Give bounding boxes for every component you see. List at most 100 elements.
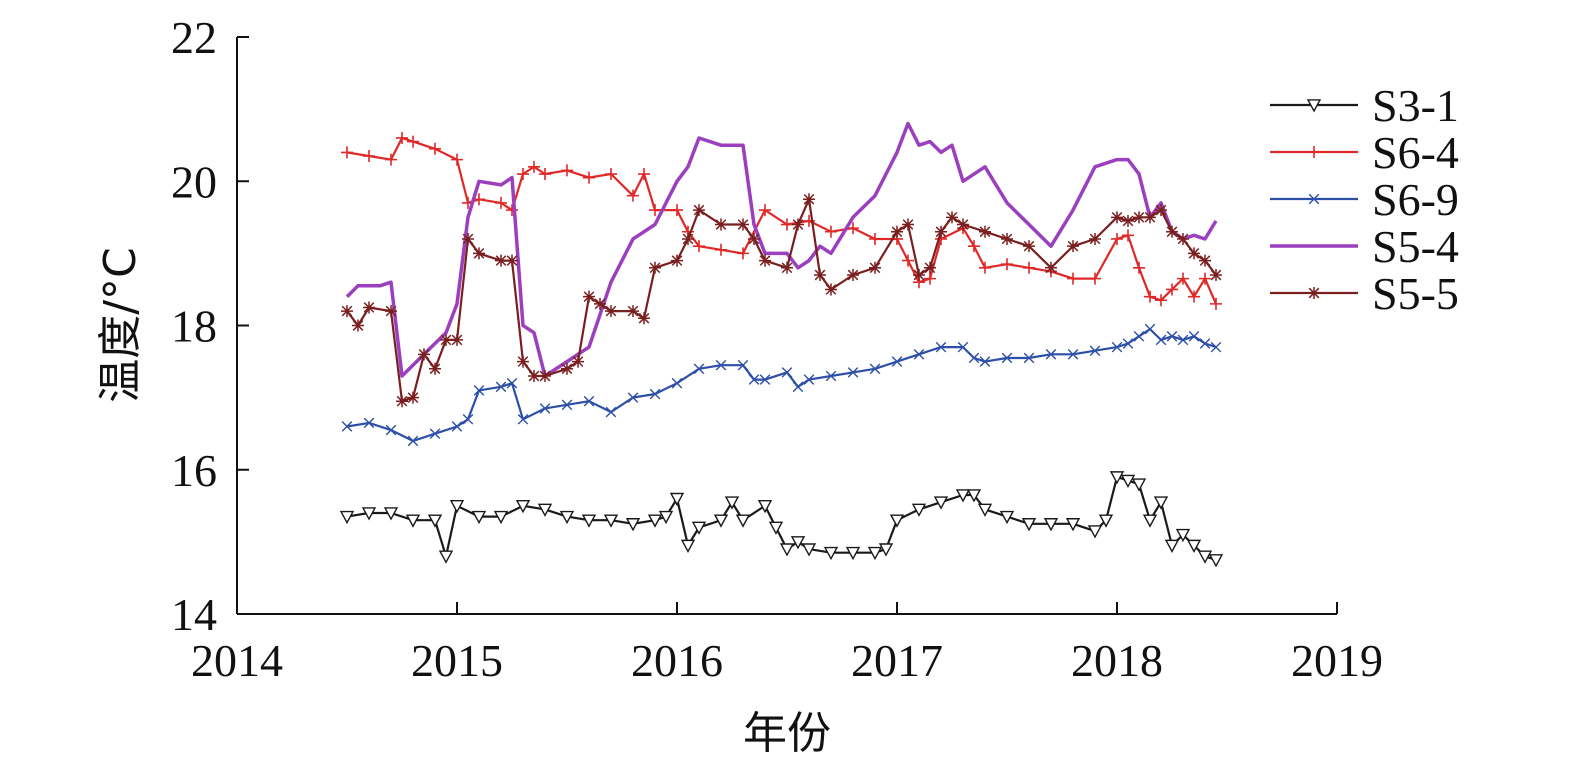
y-tick-label: 22 <box>171 12 217 63</box>
data-point <box>999 510 1015 525</box>
data-point <box>1210 269 1222 282</box>
data-point <box>737 359 749 371</box>
data-point <box>462 413 474 425</box>
data-point <box>1155 294 1167 307</box>
data-point <box>451 421 463 432</box>
data-point <box>781 367 793 378</box>
data-point <box>792 218 804 231</box>
data-point <box>803 193 815 206</box>
legend-item: S3-1 <box>1270 80 1459 131</box>
legend-item: S6-4 <box>1270 127 1459 178</box>
data-point <box>957 218 969 231</box>
data-point <box>603 514 619 528</box>
data-point <box>1199 254 1211 267</box>
data-point <box>902 218 914 231</box>
data-point <box>407 435 419 447</box>
data-point <box>407 391 419 404</box>
series-s5-5 <box>341 193 1222 408</box>
data-point <box>759 204 771 217</box>
legend-item: S5-4 <box>1270 221 1459 272</box>
data-point <box>517 413 529 425</box>
data-point <box>396 395 408 408</box>
data-point <box>427 514 443 528</box>
data-point <box>462 232 474 245</box>
series-line <box>346 198 1217 403</box>
data-point <box>724 496 740 510</box>
data-point <box>748 374 760 385</box>
data-point <box>1133 211 1145 224</box>
data-point <box>506 254 518 267</box>
data-point <box>583 171 595 184</box>
data-point <box>946 211 958 224</box>
data-point <box>627 189 639 202</box>
data-point <box>539 168 551 181</box>
data-point <box>561 164 573 177</box>
data-point <box>869 363 881 375</box>
data-point <box>977 503 993 517</box>
data-point <box>594 297 606 310</box>
data-point <box>649 388 661 400</box>
data-point <box>1023 261 1035 274</box>
data-point <box>735 514 751 528</box>
data-point <box>581 514 597 528</box>
data-point <box>1210 341 1222 353</box>
legend: S3-1S6-4S6-9S5-4S5-5 <box>1270 80 1459 319</box>
data-point <box>627 392 639 403</box>
data-point <box>1142 514 1158 528</box>
data-point <box>1166 283 1178 296</box>
data-point <box>418 348 430 361</box>
data-point <box>583 395 595 407</box>
data-point <box>341 146 353 159</box>
data-point <box>715 359 727 371</box>
data-point <box>891 356 903 367</box>
data-point <box>1144 211 1156 224</box>
data-point <box>515 500 531 514</box>
data-point <box>561 399 573 411</box>
data-point <box>363 150 375 163</box>
data-point <box>1164 539 1180 553</box>
series-line <box>346 136 1218 305</box>
data-point <box>768 521 784 535</box>
data-point <box>539 369 551 382</box>
data-point <box>1120 474 1136 489</box>
axes <box>236 37 1337 615</box>
data-point <box>968 240 980 253</box>
data-point <box>1045 261 1057 274</box>
data-point <box>693 240 705 253</box>
data-point <box>440 333 452 346</box>
legend-marker <box>1308 193 1320 205</box>
data-point <box>737 218 749 231</box>
data-point <box>1087 525 1103 539</box>
data-point <box>867 546 883 561</box>
data-point <box>341 305 353 318</box>
data-point <box>801 543 817 557</box>
data-point <box>1133 261 1145 274</box>
data-point <box>924 261 936 274</box>
data-point <box>528 369 540 382</box>
series-s6-4 <box>341 131 1222 310</box>
data-point <box>891 225 903 238</box>
data-point <box>757 500 773 514</box>
data-point <box>889 514 905 528</box>
data-point <box>1089 232 1101 245</box>
legend-item: S5-5 <box>1270 268 1459 319</box>
data-point <box>1111 341 1123 353</box>
data-point <box>669 492 685 507</box>
data-point <box>352 319 364 332</box>
data-point <box>693 204 705 217</box>
data-point <box>471 510 487 525</box>
data-point <box>790 536 806 550</box>
data-point <box>671 254 683 267</box>
data-point <box>1166 331 1178 342</box>
data-point <box>902 254 914 267</box>
data-point <box>363 417 375 429</box>
data-point <box>1175 528 1191 543</box>
data-point <box>506 377 518 389</box>
data-point <box>385 305 397 318</box>
data-point <box>429 142 441 155</box>
data-point <box>572 355 584 368</box>
data-point <box>1133 331 1145 342</box>
data-point <box>1166 225 1178 238</box>
series-s3-1 <box>339 471 1224 568</box>
